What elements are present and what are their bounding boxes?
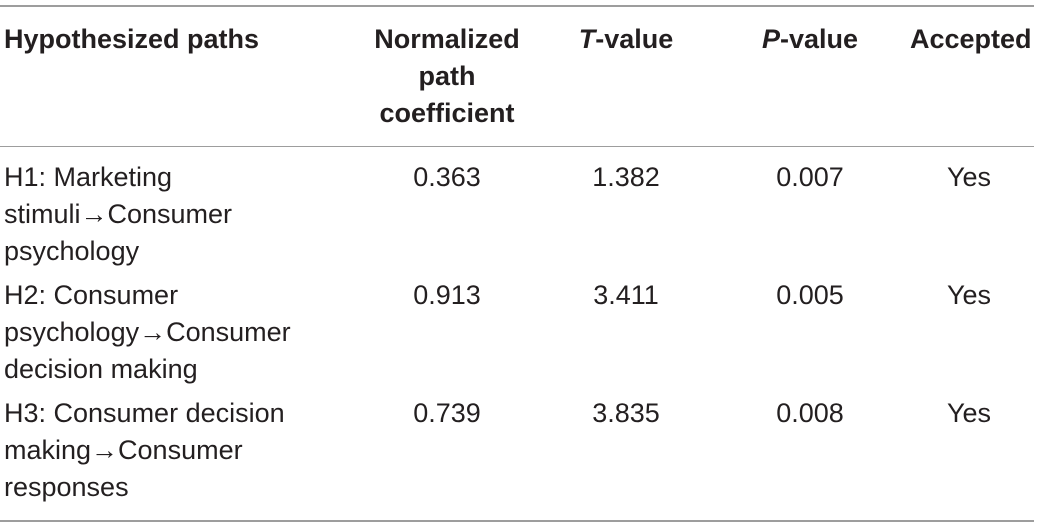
header-accepted: Accepted: [910, 24, 1032, 54]
table-row: H2: Consumer psychology→Consumer decisio…: [0, 277, 1034, 395]
cell-p-value: 0.008: [776, 398, 844, 428]
path-line: stimuli→Consumer: [4, 199, 233, 229]
cell-hypothesized-path: H1: Marketing stimuli→Consumer psycholog…: [0, 147, 358, 278]
table-body: H1: Marketing stimuli→Consumer psycholog…: [0, 147, 1034, 521]
path-line: psychology: [4, 236, 140, 266]
header-hypothesized-paths: Hypothesized paths: [4, 24, 260, 54]
header-coef-line: coefficient: [379, 98, 515, 128]
cell-accepted: Yes: [946, 162, 992, 192]
path-line: H3: Consumer decision: [4, 398, 285, 428]
cell-path-coefficient: 0.739: [413, 398, 481, 428]
path-line: decision making: [4, 354, 198, 384]
cell-t-value: 3.835: [592, 398, 660, 428]
header-row: Hypothesized paths Normalized path coeff…: [0, 6, 1034, 147]
header-coef-line: path: [418, 61, 476, 91]
path-line: psychology→Consumer: [4, 317, 291, 347]
cell-accepted: Yes: [946, 280, 992, 310]
header-t-symbol: T: [578, 24, 596, 54]
header-p-value: P-value: [716, 6, 904, 147]
cell-path-coefficient: 0.913: [413, 280, 481, 310]
path-line: making→Consumer: [4, 435, 243, 465]
header-t-value: T-value: [536, 6, 716, 147]
hypothesis-results-table-container: Hypothesized paths Normalized path coeff…: [0, 5, 1034, 522]
header-p-suffix: -value: [779, 24, 859, 54]
cell-hypothesized-path: H2: Consumer psychology→Consumer decisio…: [0, 277, 358, 395]
cell-accepted: Yes: [946, 398, 992, 428]
cell-t-value: 3.411: [593, 280, 659, 310]
cell-p-value: 0.005: [776, 280, 844, 310]
table-header: Hypothesized paths Normalized path coeff…: [0, 6, 1034, 147]
header-t-suffix: -value: [595, 24, 674, 54]
path-line: H1: Marketing: [4, 162, 173, 192]
path-line: responses: [4, 472, 129, 502]
cell-t-value: 1.382: [592, 162, 660, 192]
hypothesis-results-table: Hypothesized paths Normalized path coeff…: [0, 5, 1034, 522]
header-normalized-path-coefficient: Normalized path coefficient: [358, 6, 536, 147]
header-p-symbol: P: [761, 24, 780, 54]
cell-p-value: 0.007: [776, 162, 844, 192]
table-row: H3: Consumer decision making→Consumer re…: [0, 395, 1034, 521]
cell-hypothesized-path: H3: Consumer decision making→Consumer re…: [0, 395, 358, 521]
table-row: H1: Marketing stimuli→Consumer psycholog…: [0, 147, 1034, 278]
header-coef-line: Normalized: [374, 24, 520, 54]
cell-path-coefficient: 0.363: [413, 162, 481, 192]
path-line: H2: Consumer: [4, 280, 179, 310]
